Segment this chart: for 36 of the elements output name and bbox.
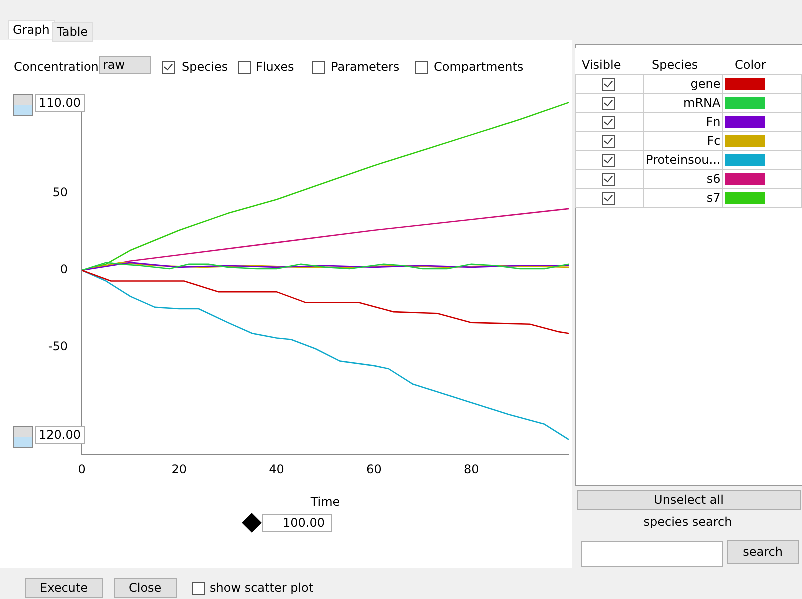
text: Table — [52, 22, 94, 42]
text: show scatter plot — [210, 581, 314, 595]
x-tick-label: 0 — [78, 462, 86, 477]
text: Compartments — [434, 60, 524, 74]
text: Graph — [8, 20, 55, 39]
x-tick-label: 80 — [464, 462, 480, 477]
text: Color — [735, 58, 766, 72]
x-tick-label: 20 — [172, 462, 188, 477]
text: Fluxes — [256, 60, 294, 74]
text: 110.00 — [35, 94, 85, 112]
text: Execute — [25, 578, 103, 598]
y-tick-label: -50 — [48, 340, 68, 354]
text: Species — [182, 60, 228, 74]
text: Parameters — [331, 60, 400, 74]
legend-label: Proteinsou... — [644, 150, 722, 170]
text: Unselect all — [577, 490, 801, 510]
y-tick-label: 0 — [60, 262, 68, 277]
x-tick-label: 40 — [269, 462, 284, 477]
legend-label: s6 — [644, 170, 722, 188]
legend-label: Fc — [644, 132, 722, 150]
x-axis-title: Time — [310, 494, 340, 509]
y-tick-label: 50 — [52, 186, 68, 200]
text: search — [727, 540, 799, 564]
text: 100.00 — [262, 514, 332, 532]
legend-label: s7 — [644, 188, 722, 208]
text: raw — [99, 56, 151, 74]
text: Close — [114, 578, 177, 598]
legend-label: mRNA — [644, 94, 722, 112]
text: 120.00 — [35, 426, 85, 444]
x-tick-label: 60 — [366, 462, 382, 477]
text: species search — [642, 515, 734, 529]
legend-label: gene — [644, 74, 722, 94]
legend-label: Fn — [644, 112, 722, 132]
text: Visible — [582, 58, 622, 72]
text: Concentration — [14, 60, 99, 74]
text: Species — [652, 58, 698, 72]
